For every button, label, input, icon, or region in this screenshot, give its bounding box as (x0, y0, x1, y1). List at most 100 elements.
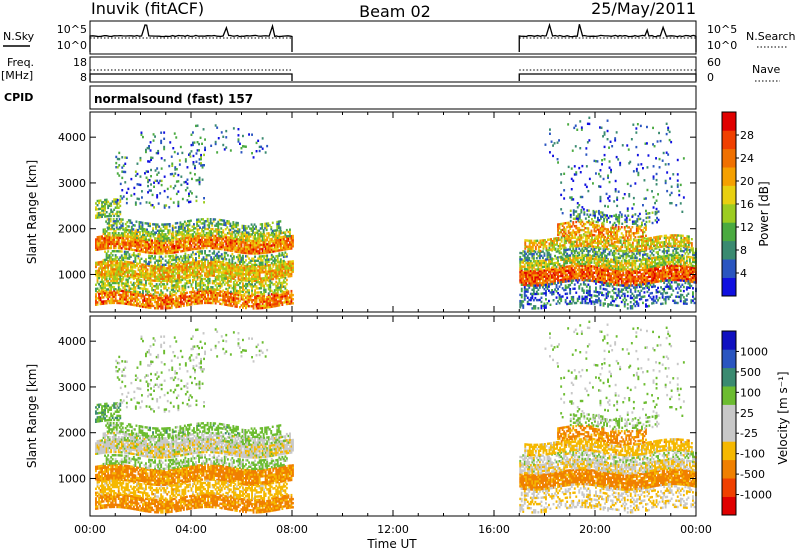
heatmap-cell (104, 207, 106, 210)
heatmap-cell (136, 249, 138, 252)
heatmap-cell (196, 247, 199, 250)
heatmap-cell (292, 260, 294, 263)
heatmap-cell (237, 292, 240, 295)
heatmap-cell (249, 279, 252, 282)
heatmap-cell (222, 231, 225, 234)
heatmap-cell (239, 238, 241, 242)
heatmap-cell (272, 299, 275, 302)
heatmap-cell (105, 280, 108, 283)
heatmap-cell (107, 228, 110, 231)
heatmap-cell (110, 258, 113, 261)
heatmap-cell (610, 268, 612, 271)
heatmap-cell (158, 255, 161, 258)
heatmap-cell (152, 249, 155, 253)
heatmap-cell (158, 294, 161, 298)
heatmap-cell (249, 246, 252, 249)
heatmap-cell (237, 134, 240, 137)
heatmap-cell (248, 279, 250, 282)
heatmap-cell (214, 247, 217, 250)
heatmap-cell (98, 235, 100, 239)
heatmap-cell (186, 268, 188, 271)
heatmap-cell (187, 295, 190, 298)
heatmap-cell (634, 277, 637, 281)
heatmap-cell (204, 261, 206, 265)
heatmap-cell (261, 277, 264, 280)
heatmap-cell (261, 251, 264, 255)
heatmap-cell (111, 212, 114, 216)
heatmap-cell (160, 131, 163, 134)
heatmap-cell (281, 261, 284, 265)
heatmap-cell (225, 136, 228, 139)
heatmap-cell (272, 263, 275, 266)
heatmap-cell (146, 247, 149, 250)
heatmap-cell (116, 279, 119, 283)
heatmap-cell (125, 156, 128, 159)
heatmap-cell (210, 293, 213, 296)
heatmap-cell (269, 303, 272, 307)
heatmap-cell (254, 303, 256, 306)
heatmap-cell (151, 294, 153, 297)
heatmap-cell (220, 247, 223, 251)
heatmap-cell (182, 288, 185, 292)
heatmap-cell (275, 259, 278, 262)
heatmap-cell (125, 275, 128, 278)
heatmap-cell (625, 276, 628, 279)
heatmap-cell (248, 293, 250, 296)
heatmap-cell (604, 275, 606, 278)
heatmap-cell (566, 265, 569, 268)
heatmap-cell (264, 302, 267, 305)
heatmap-cell (157, 250, 160, 253)
heatmap-cell (151, 193, 154, 197)
heatmap-cell (220, 233, 223, 236)
heatmap-cell (155, 271, 158, 274)
heatmap-cell (166, 307, 169, 310)
heatmap-cell (116, 240, 119, 244)
heatmap-cell (602, 279, 605, 282)
heatmap-cell (214, 276, 217, 279)
heatmap-cell (287, 300, 290, 303)
heatmap-cell (228, 295, 231, 299)
heatmap-cell (147, 224, 150, 227)
heatmap-cell (143, 287, 146, 291)
heatmap-cell (179, 291, 182, 294)
heatmap-cell (117, 299, 120, 303)
heatmap-cell (187, 279, 190, 283)
heatmap-cell (170, 234, 173, 237)
heatmap-cell (275, 243, 278, 246)
heatmap-cell (281, 238, 284, 241)
heatmap-cell (154, 169, 157, 172)
heatmap-cell (160, 255, 163, 258)
heatmap-cell (232, 245, 235, 249)
heatmap-cell (116, 214, 119, 218)
heatmap-cell (108, 234, 111, 237)
heatmap-cell (269, 238, 272, 241)
heatmap-cell (270, 273, 273, 277)
heatmap-cell (264, 151, 267, 154)
heatmap-cell (278, 236, 281, 239)
heatmap-cell (96, 242, 99, 245)
heatmap-cell (281, 274, 284, 277)
heatmap-cell (140, 246, 143, 249)
heatmap-cell (225, 267, 228, 271)
heatmap-cell (523, 269, 526, 272)
heatmap-cell (195, 294, 197, 297)
heatmap-cell (160, 275, 163, 278)
heatmap-cell (217, 278, 220, 281)
heatmap-cell (219, 284, 222, 288)
heatmap-cell (181, 237, 184, 240)
heatmap-cell (139, 245, 141, 249)
heatmap-cell (585, 268, 588, 272)
heatmap-cell (240, 304, 243, 307)
heatmap-cell (175, 244, 178, 248)
heatmap-cell (184, 230, 187, 233)
heatmap-cell (119, 288, 122, 291)
heatmap-cell (99, 239, 102, 242)
heatmap-cell (258, 252, 261, 255)
heatmap-cell (240, 293, 243, 297)
heatmap-cell (234, 237, 237, 240)
heatmap-cell (284, 269, 287, 272)
heatmap-cell (223, 263, 226, 266)
heatmap-cell (96, 248, 99, 251)
heatmap-cell (125, 250, 128, 254)
heatmap-cell (223, 251, 226, 254)
